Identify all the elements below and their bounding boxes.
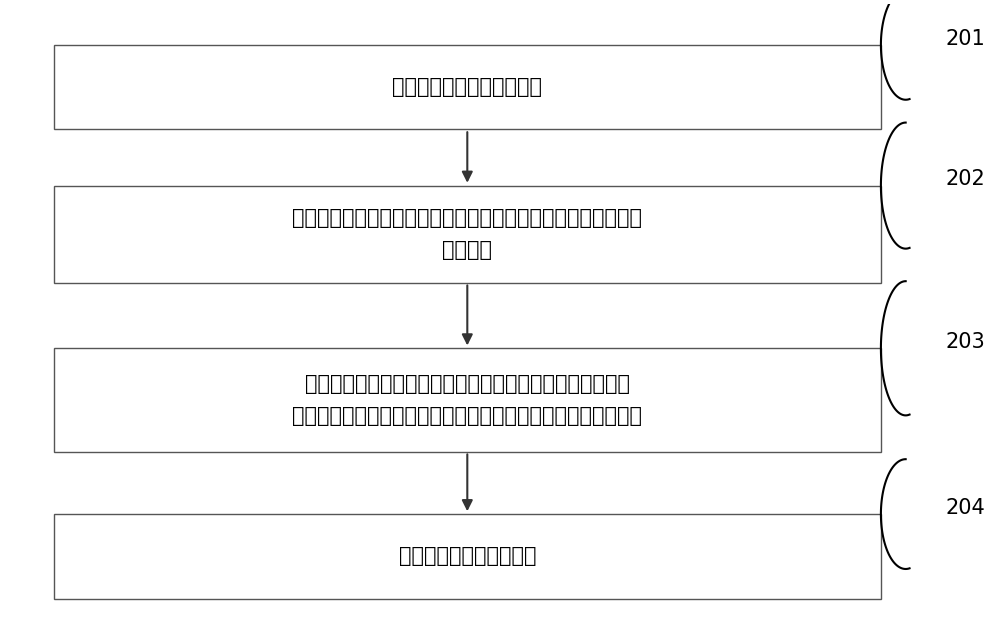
Text: 根据监测到的用户数据和智能空调当前的运行参数生成控制
指令，该控制指令用于指示智能空调对当前的运行状态进行调整: 根据监测到的用户数据和智能空调当前的运行参数生成控制 指令，该控制指令用于指示智…: [292, 373, 642, 426]
FancyBboxPatch shape: [54, 348, 881, 451]
Text: 201: 201: [945, 29, 985, 49]
Text: 监测可穿戴设备的用户数据: 监测可穿戴设备的用户数据: [392, 77, 542, 97]
Text: 203: 203: [945, 332, 985, 352]
FancyBboxPatch shape: [54, 186, 881, 283]
FancyBboxPatch shape: [54, 514, 881, 598]
Text: 202: 202: [945, 169, 985, 190]
Text: 204: 204: [945, 498, 985, 518]
FancyBboxPatch shape: [54, 45, 881, 129]
Text: 向智能空调发送控制指令: 向智能空调发送控制指令: [399, 547, 536, 566]
Text: 向与可穿戴设备绑定的智能空调发送请求以获得智能空调当前的
运行参数: 向与可穿戴设备绑定的智能空调发送请求以获得智能空调当前的 运行参数: [292, 208, 642, 261]
